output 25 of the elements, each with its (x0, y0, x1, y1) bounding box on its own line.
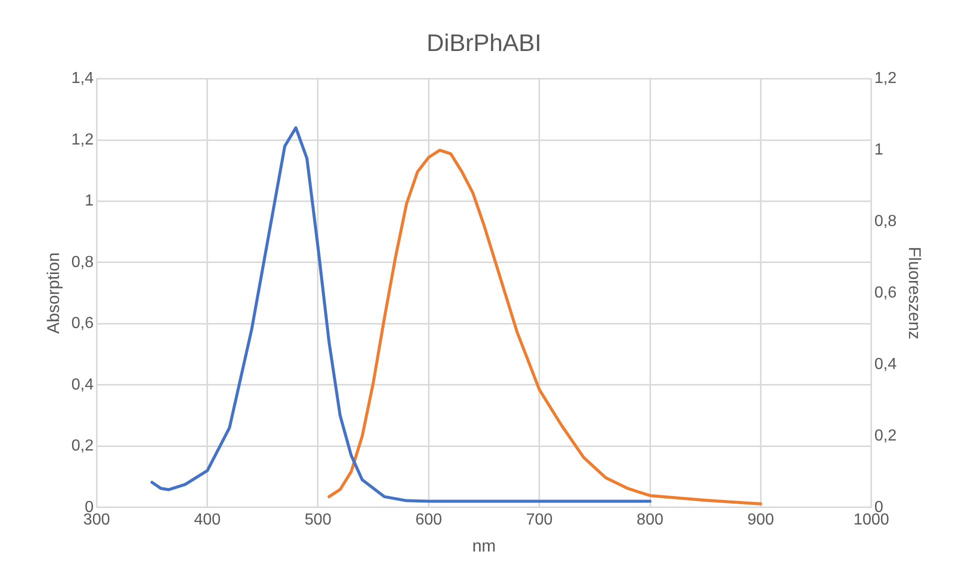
y2-axis-title: Fluoreszenz (905, 246, 924, 340)
y-tick-label: 1,2 (71, 131, 94, 148)
y2-tick-label: 1,2 (874, 70, 897, 88)
chart-title: DiBrPhABI (426, 30, 542, 58)
y-tick-label: 0,4 (71, 376, 94, 394)
y2-tick-label: 0,8 (874, 213, 897, 230)
x-tick-label: 900 (747, 511, 774, 528)
x-tick-label: 1000 (854, 511, 890, 528)
y-tick-label: 1 (84, 192, 94, 210)
y2-tick-label: 0,6 (874, 284, 897, 302)
y-tick-label: 0,8 (71, 254, 94, 271)
x-tick-label: 400 (194, 511, 221, 528)
y-tick-label: 0,2 (71, 438, 94, 455)
y2-tick-label: 0,4 (874, 356, 897, 373)
y2-tick-label: 1 (874, 142, 884, 159)
x-axis-title: nm (472, 536, 496, 556)
x-tick-label: 700 (526, 511, 553, 528)
y-tick-label: 0,6 (71, 315, 94, 332)
x-tick-label: 800 (636, 511, 664, 528)
x-tick-label: 600 (415, 511, 442, 528)
x-tick-label: 300 (83, 511, 110, 528)
x-tick-label: 500 (304, 511, 332, 528)
y-tick-label: 1,4 (71, 70, 94, 88)
y2-tick-label: 0,2 (874, 427, 897, 444)
y-axis-title: Absorption (44, 252, 63, 334)
